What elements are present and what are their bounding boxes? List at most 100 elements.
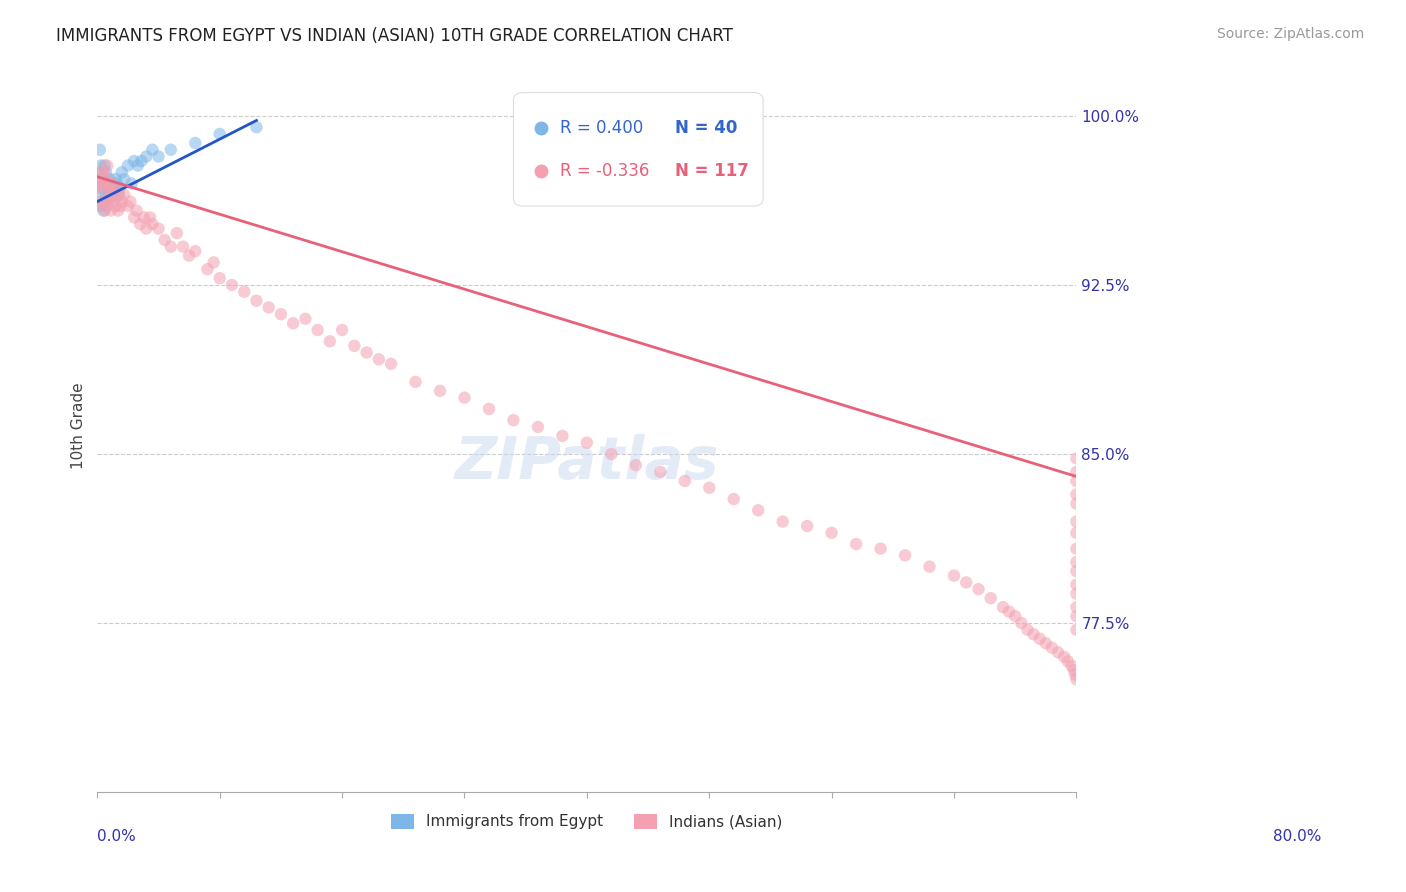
Point (380, 357, 402, 371)
Point (127, 159, 149, 173)
Point (367, 352, 389, 367)
Point (94, 165, 117, 179)
Point (233, 285, 256, 299)
Point (1066, 515, 1088, 529)
Text: 0.0%: 0.0% (97, 829, 136, 844)
Point (91, 177, 114, 191)
Point (1066, 564, 1088, 578)
Point (294, 311, 316, 326)
Point (221, 277, 243, 292)
Point (97, 177, 120, 191)
Point (121, 177, 143, 191)
Point (90, 199, 112, 213)
Point (1056, 654, 1078, 668)
Point (101, 177, 124, 191)
Point (93, 181, 115, 195)
Point (153, 233, 176, 247)
Point (93, 165, 115, 179)
Point (166, 226, 188, 240)
Point (894, 549, 917, 563)
Point (624, 458, 647, 473)
Point (697, 481, 720, 495)
Point (159, 143, 181, 157)
Point (120, 194, 142, 209)
Point (159, 240, 181, 254)
Point (90, 165, 112, 179)
Point (172, 240, 194, 254)
Point (100, 187, 122, 202)
Point (112, 187, 135, 202)
Point (179, 249, 201, 263)
Point (117, 199, 139, 213)
Point (283, 316, 305, 330)
Point (197, 262, 219, 277)
Point (135, 221, 157, 235)
Point (104, 199, 127, 213)
Text: R = 0.400: R = 0.400 (561, 119, 644, 136)
Text: Source: ZipAtlas.com: Source: ZipAtlas.com (1216, 27, 1364, 41)
Point (108, 187, 131, 202)
Point (1040, 640, 1063, 655)
Point (131, 154, 153, 169)
Point (184, 136, 207, 150)
Text: R = -0.336: R = -0.336 (561, 162, 650, 180)
Point (980, 591, 1002, 606)
Point (202, 255, 225, 269)
Point (270, 307, 292, 321)
Text: N = 40: N = 40 (675, 119, 737, 136)
Text: IMMIGRANTS FROM EGYPT VS INDIAN (ASIAN) 10TH GRADE CORRELATION CHART: IMMIGRANTS FROM EGYPT VS INDIAN (ASIAN) … (56, 27, 733, 45)
Point (1010, 615, 1032, 630)
Point (141, 143, 163, 157)
Point (1035, 636, 1057, 650)
Legend: Immigrants from Egypt, Indians (Asian): Immigrants from Egypt, Indians (Asian) (385, 807, 789, 836)
Point (93, 199, 115, 213)
Point (991, 600, 1014, 615)
Point (98, 181, 121, 195)
Point (330, 323, 353, 337)
Point (955, 575, 977, 590)
Point (105, 181, 128, 195)
Point (103, 187, 125, 202)
Point (139, 211, 162, 225)
Point (93, 203, 115, 218)
Point (89, 187, 111, 202)
Point (110, 199, 132, 213)
Point (93, 194, 115, 209)
Point (184, 244, 207, 259)
Point (772, 515, 794, 529)
Point (111, 165, 134, 179)
Point (1066, 623, 1088, 637)
Point (600, 447, 623, 461)
Point (93, 172, 115, 186)
Point (257, 301, 280, 315)
Point (1066, 474, 1088, 488)
Point (112, 172, 135, 186)
Point (307, 323, 329, 337)
Point (820, 525, 842, 540)
Point (107, 203, 129, 218)
Point (103, 194, 125, 209)
Point (107, 187, 129, 202)
Point (1064, 667, 1087, 681)
Text: N = 117: N = 117 (675, 162, 749, 180)
Point (103, 181, 125, 195)
Point (575, 435, 598, 450)
Point (1066, 587, 1088, 601)
Point (148, 149, 170, 163)
Point (1022, 627, 1045, 641)
Point (527, 420, 550, 434)
Point (141, 217, 163, 231)
Point (96, 199, 118, 213)
Point (1028, 632, 1050, 646)
Point (103, 187, 125, 202)
Point (96, 159, 118, 173)
Point (94, 172, 117, 186)
Point (1017, 623, 1039, 637)
Point (93, 159, 115, 173)
Point (869, 541, 891, 556)
Point (1066, 577, 1088, 591)
Point (94, 194, 117, 209)
Point (125, 203, 148, 218)
Point (148, 221, 170, 235)
Point (96, 177, 118, 191)
